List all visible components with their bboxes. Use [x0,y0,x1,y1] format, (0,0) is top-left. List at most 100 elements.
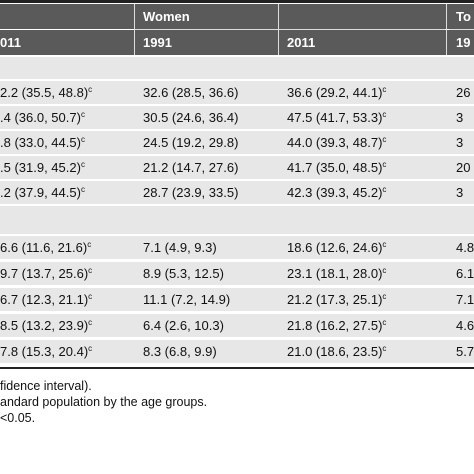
column-header-women-2011: 2011 [287,35,316,50]
column-divider [134,4,135,55]
cell-value: 47.5 (41.7, 53.3) [287,110,383,125]
cell-value: .5 (31.9, 45.2) [0,160,81,175]
table-cell: 28.7 (23.9, 33.5) [143,185,239,200]
significance-marker: c [382,344,387,353]
table-cell: 8.9 (5.3, 12.5) [143,266,224,281]
table-group-header: Women To [0,4,474,29]
table-cell: 7.8 (15.3, 20.4)c [0,344,92,359]
table-cell: 20 [456,160,471,175]
significance-marker: c [87,240,92,249]
column-header-prev-2011: 011 [0,35,21,50]
table-cell: 6.4 (2.6, 10.3) [143,318,224,333]
significance-marker: c [80,110,85,119]
section-label-row [0,57,474,79]
significance-marker: c [88,85,93,94]
table-cell: 47.5 (41.7, 53.3)c [287,110,386,125]
significance-marker: c [382,266,387,275]
cell-value: 6.7 (12.3, 21.1) [0,292,89,307]
cell-value: 18.6 (12.6, 24.6) [287,240,383,255]
table-row: 7.8 (15.3, 20.4)c 8.3 (6.8, 9.9) 21.0 (1… [0,338,474,363]
table-cell: 30.5 (24.6, 36.4) [143,110,239,125]
significance-marker: c [382,110,387,119]
significance-marker: c [80,185,85,194]
table-row: .4 (36.0, 50.7)c 30.5 (24.6, 36.4) 47.5 … [0,104,474,129]
table-cell: 7.1 [456,292,474,307]
women-group-underline [135,29,445,30]
significance-marker: c [382,160,387,169]
table-cell: 5.7 [456,344,474,359]
significance-marker: c [382,185,387,194]
table-cell: 23.1 (18.1, 28.0)c [287,266,386,281]
table-cell: .2 (37.9, 44.5)c [0,185,85,200]
table-row: .2 (37.9, 44.5)c 28.7 (23.9, 33.5) 42.3 … [0,179,474,204]
cell-value: 44.0 (39.3, 48.7) [287,135,383,150]
significance-marker: c [382,240,387,249]
cell-value: 36.6 (29.2, 44.1) [287,85,383,100]
column-header-total-1991: 19 [456,35,471,50]
significance-marker: c [88,344,93,353]
table-cell: 7.1 (4.9, 9.3) [143,240,217,255]
cell-value: 8.5 (13.2, 23.9) [0,318,89,333]
significance-marker: c [88,266,93,275]
significance-marker: c [382,85,387,94]
table-cell: 11.1 (7.2, 14.9) [143,292,231,307]
cell-value: 6.6 (11.6, 21.6) [0,240,88,255]
table-cell: 8.5 (13.2, 23.9)c [0,318,92,333]
table-cell: 36.6 (29.2, 44.1)c [287,85,386,100]
table-cell: 21.2 (17.3, 25.1)c [287,292,386,307]
table-cell: 6.1 [456,266,474,281]
significance-marker: c [88,292,93,301]
cell-value: 21.8 (16.2, 27.5) [287,318,383,333]
section-label-row [0,206,474,234]
significance-marker: c [382,318,387,327]
cell-value: 42.3 (39.3, 45.2) [287,185,383,200]
group-header-total: To [456,9,471,24]
table-row: .5 (31.9, 45.2)c 21.2 (14.7, 27.6) 41.7 … [0,154,474,179]
table-row: 9.7 (13.7, 25.6)c 8.9 (5.3, 12.5) 23.1 (… [0,260,474,285]
table-cell: 4.6 [456,318,474,333]
significance-marker: c [382,135,387,144]
table-cell: 26 [456,85,471,100]
table-bottom-rule [0,367,474,369]
cell-value: 9.7 (13.7, 25.6) [0,266,89,281]
table-cell: 3 [456,110,464,125]
table-cell: 18.6 (12.6, 24.6)c [287,240,386,255]
table-cell: .8 (33.0, 44.5)c [0,135,85,150]
footnote-significance: <0.05. [0,411,36,425]
table-cell: 6.6 (11.6, 21.6)c [0,240,91,255]
table-cell: 4.8 [456,240,474,255]
table-cell: 21.0 (18.6, 23.5)c [287,344,386,359]
table-cell: 44.0 (39.3, 48.7)c [287,135,386,150]
table-cell: 24.5 (19.2, 29.8) [143,135,239,150]
table-cell: 41.7 (35.0, 48.5)c [287,160,386,175]
cell-value: 23.1 (18.1, 28.0) [287,266,383,281]
significance-marker: c [88,318,93,327]
footnote-standard-population: andard population by the age groups. [0,395,208,409]
table-cell: 32.6 (28.5, 36.6) [143,85,239,100]
table-cell: 6.7 (12.3, 21.1)c [0,292,92,307]
cell-value: .2 (37.9, 44.5) [0,185,81,200]
group-header-women: Women [143,9,190,24]
column-divider [446,4,447,55]
cell-value: 21.2 (17.3, 25.1) [287,292,383,307]
table-cell: 3 [456,185,464,200]
table-row: 6.7 (12.3, 21.1)c 11.1 (7.2, 14.9) 21.2 … [0,286,474,311]
table-row: 2.2 (35.5, 48.8)c 32.6 (28.5, 36.6) 36.6… [0,79,474,104]
column-divider [278,4,279,55]
table-cell: 3 [456,135,464,150]
table-cell: 21.8 (16.2, 27.5)c [287,318,386,333]
table-cell: 21.2 (14.7, 27.6) [143,160,239,175]
table-row: .8 (33.0, 44.5)c 24.5 (19.2, 29.8) 44.0 … [0,129,474,154]
table-cell: 42.3 (39.3, 45.2)c [287,185,386,200]
table-cell: .4 (36.0, 50.7)c [0,110,85,125]
cell-value: .8 (33.0, 44.5) [0,135,81,150]
table-cell: .5 (31.9, 45.2)c [0,160,85,175]
table-cell: 8.3 (6.8, 9.9) [143,344,217,359]
table-cell: 2.2 (35.5, 48.8)c [0,85,92,100]
significance-marker: c [382,292,387,301]
footnote-confidence-interval: fidence interval). [0,379,92,393]
significance-marker: c [80,160,85,169]
cell-value: 2.2 (35.5, 48.8) [0,85,89,100]
table-row: 6.6 (11.6, 21.6)c 7.1 (4.9, 9.3) 18.6 (1… [0,234,474,259]
cell-value: 21.0 (18.6, 23.5) [287,344,383,359]
